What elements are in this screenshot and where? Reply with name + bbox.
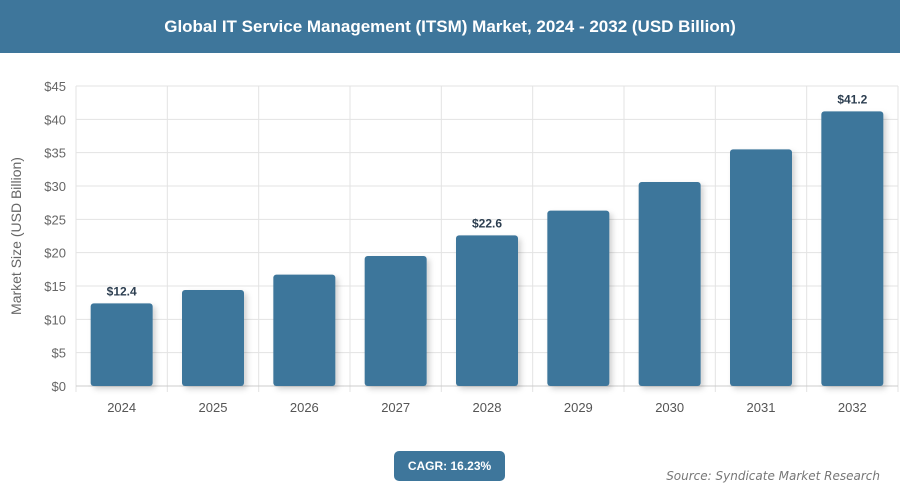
bar-chart: $0 $5 $10 $15 $20 $25 $30 $35 $40 $45 Market Size … <box>8 79 899 415</box>
bar-2025 <box>182 290 244 386</box>
y-tick-label: $30 <box>44 179 66 194</box>
y-tick-label: $35 <box>44 146 66 161</box>
cagr-badge: CAGR: 16.23% <box>394 451 505 481</box>
bar-2029 <box>547 210 610 386</box>
y-tick-label: $45 <box>44 79 66 94</box>
x-tick-label: 2029 <box>564 400 593 415</box>
source-note: Source: Syndicate Market Research <box>666 469 880 483</box>
bar-2030 <box>638 182 701 386</box>
bar-2027 <box>364 256 427 386</box>
y-tick-label: $0 <box>52 379 66 394</box>
y-tick-label: $40 <box>44 112 66 127</box>
bar-2024 <box>90 303 153 386</box>
x-tick-label: 2032 <box>838 400 867 415</box>
chart-header: Global IT Service Management (ITSM) Mark… <box>0 0 900 53</box>
data-label: $22.6 <box>472 216 502 230</box>
x-tick-label: 2026 <box>290 400 319 415</box>
x-tick-label: 2027 <box>381 400 410 415</box>
x-tick-label: 2030 <box>655 400 684 415</box>
x-tick-label: 2024 <box>107 400 136 415</box>
x-tick-label: 2025 <box>199 400 228 415</box>
data-label: $12.4 <box>107 284 137 298</box>
y-tick-label: $20 <box>44 246 66 261</box>
bar-2031 <box>730 149 792 386</box>
x-tick-label: 2031 <box>747 400 776 415</box>
bar-2026 <box>273 274 336 386</box>
x-tick-label: 2028 <box>473 400 502 415</box>
y-axis-title: Market Size (USD Billion) <box>8 157 24 315</box>
chart-title: Global IT Service Management (ITSM) Mark… <box>164 16 736 36</box>
data-label: $41.2 <box>837 92 867 106</box>
y-tick-label: $10 <box>44 312 66 327</box>
y-tick-label: $25 <box>44 212 66 227</box>
y-tick-label: $5 <box>52 346 66 361</box>
y-tick-label: $15 <box>44 279 66 294</box>
bar-2028 <box>456 235 518 386</box>
bar-2032 <box>821 111 884 387</box>
